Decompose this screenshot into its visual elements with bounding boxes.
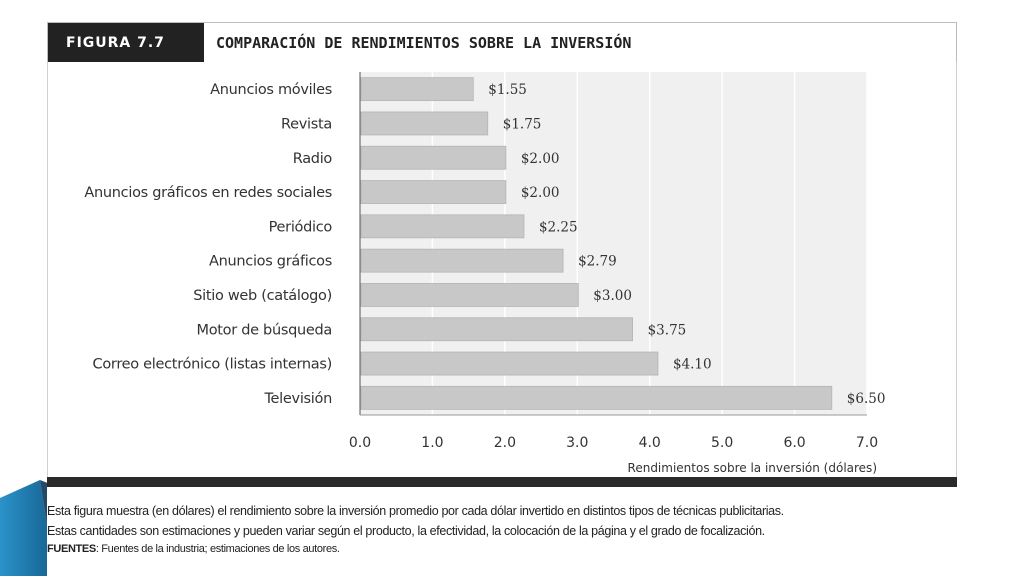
bar-3 (360, 180, 507, 204)
sources-label: FUENTES (47, 543, 96, 555)
bar-9 (360, 385, 833, 410)
category-label-2: Radio (293, 151, 333, 167)
value-label-9: $6.50 (847, 391, 886, 407)
value-label-8: $4.10 (673, 357, 712, 373)
category-label-7: Motor de búsqueda (197, 322, 333, 338)
x-axis-title: Rendimientos sobre la inversión (dólares… (628, 461, 877, 475)
bar-1 (360, 111, 489, 136)
chart-panel: Anuncios móviles $1.55 Revista $1.75 Radio $2… (47, 62, 957, 477)
x-tick-label-4: 4.0 (639, 435, 661, 451)
bar-5 (360, 248, 564, 273)
figure: FIGURA 7.7 COMPARACIÓN DE RENDIMIENTOS S… (47, 22, 957, 576)
category-label-3: Anuncios gráficos en redes sociales (84, 185, 332, 201)
x-tick-label-3: 3.0 (566, 435, 588, 451)
figure-title: COMPARACIÓN DE RENDIMIENTOS SOBRE LA INV… (216, 34, 632, 52)
x-tick-label-1: 1.0 (421, 435, 443, 451)
category-label-1: Revista (281, 116, 332, 132)
bar-4 (360, 214, 525, 239)
value-label-5: $2.79 (578, 254, 617, 270)
figure-divider (47, 477, 957, 487)
caption-line-2: Estas cantidades son estimaciones y pued… (47, 524, 765, 538)
bar-0 (360, 77, 474, 102)
bar-8 (360, 351, 659, 376)
value-label-2: $2.00 (521, 151, 560, 167)
x-tick-label-5: 5.0 (711, 435, 733, 451)
value-label-7: $3.75 (648, 322, 687, 338)
figure-label: FIGURA 7.7 (48, 23, 204, 63)
x-tick-label-2: 2.0 (494, 435, 516, 451)
value-label-6: $3.00 (593, 288, 632, 304)
figure-header: FIGURA 7.7 COMPARACIÓN DE RENDIMIENTOS S… (47, 22, 957, 63)
value-label-3: $2.00 (521, 185, 560, 201)
category-label-4: Periódico (269, 219, 333, 235)
sources-text: : Fuentes de la industria; estimaciones … (95, 543, 340, 555)
category-label-5: Anuncios gráficos (209, 254, 332, 270)
category-label-8: Correo electrónico (listas internas) (93, 357, 332, 373)
category-label-0: Anuncios móviles (210, 82, 332, 98)
value-label-1: $1.75 (503, 116, 542, 132)
x-tick-label-7: 7.0 (856, 435, 878, 451)
value-label-4: $2.25 (539, 219, 578, 235)
bar-chart: Anuncios móviles $1.55 Revista $1.75 Radio $2… (84, 72, 886, 475)
x-tick-label-6: 6.0 (783, 435, 805, 451)
caption-sources: FUENTES: Fuentes de la industria; estima… (47, 541, 957, 557)
x-tick-label-0: 0.0 (349, 435, 371, 451)
caption-line-1: Esta figura muestra (en dólares) el rend… (47, 504, 784, 518)
figure-caption: Esta figura muestra (en dólares) el rend… (47, 501, 957, 557)
bar-2 (360, 145, 507, 170)
slide-accent-shape (0, 480, 55, 576)
bar-7 (360, 317, 634, 342)
category-label-6: Sitio web (catálogo) (193, 288, 332, 304)
value-label-0: $1.55 (488, 82, 527, 98)
category-label-9: Televisión (263, 391, 332, 407)
bar-6 (360, 283, 579, 307)
